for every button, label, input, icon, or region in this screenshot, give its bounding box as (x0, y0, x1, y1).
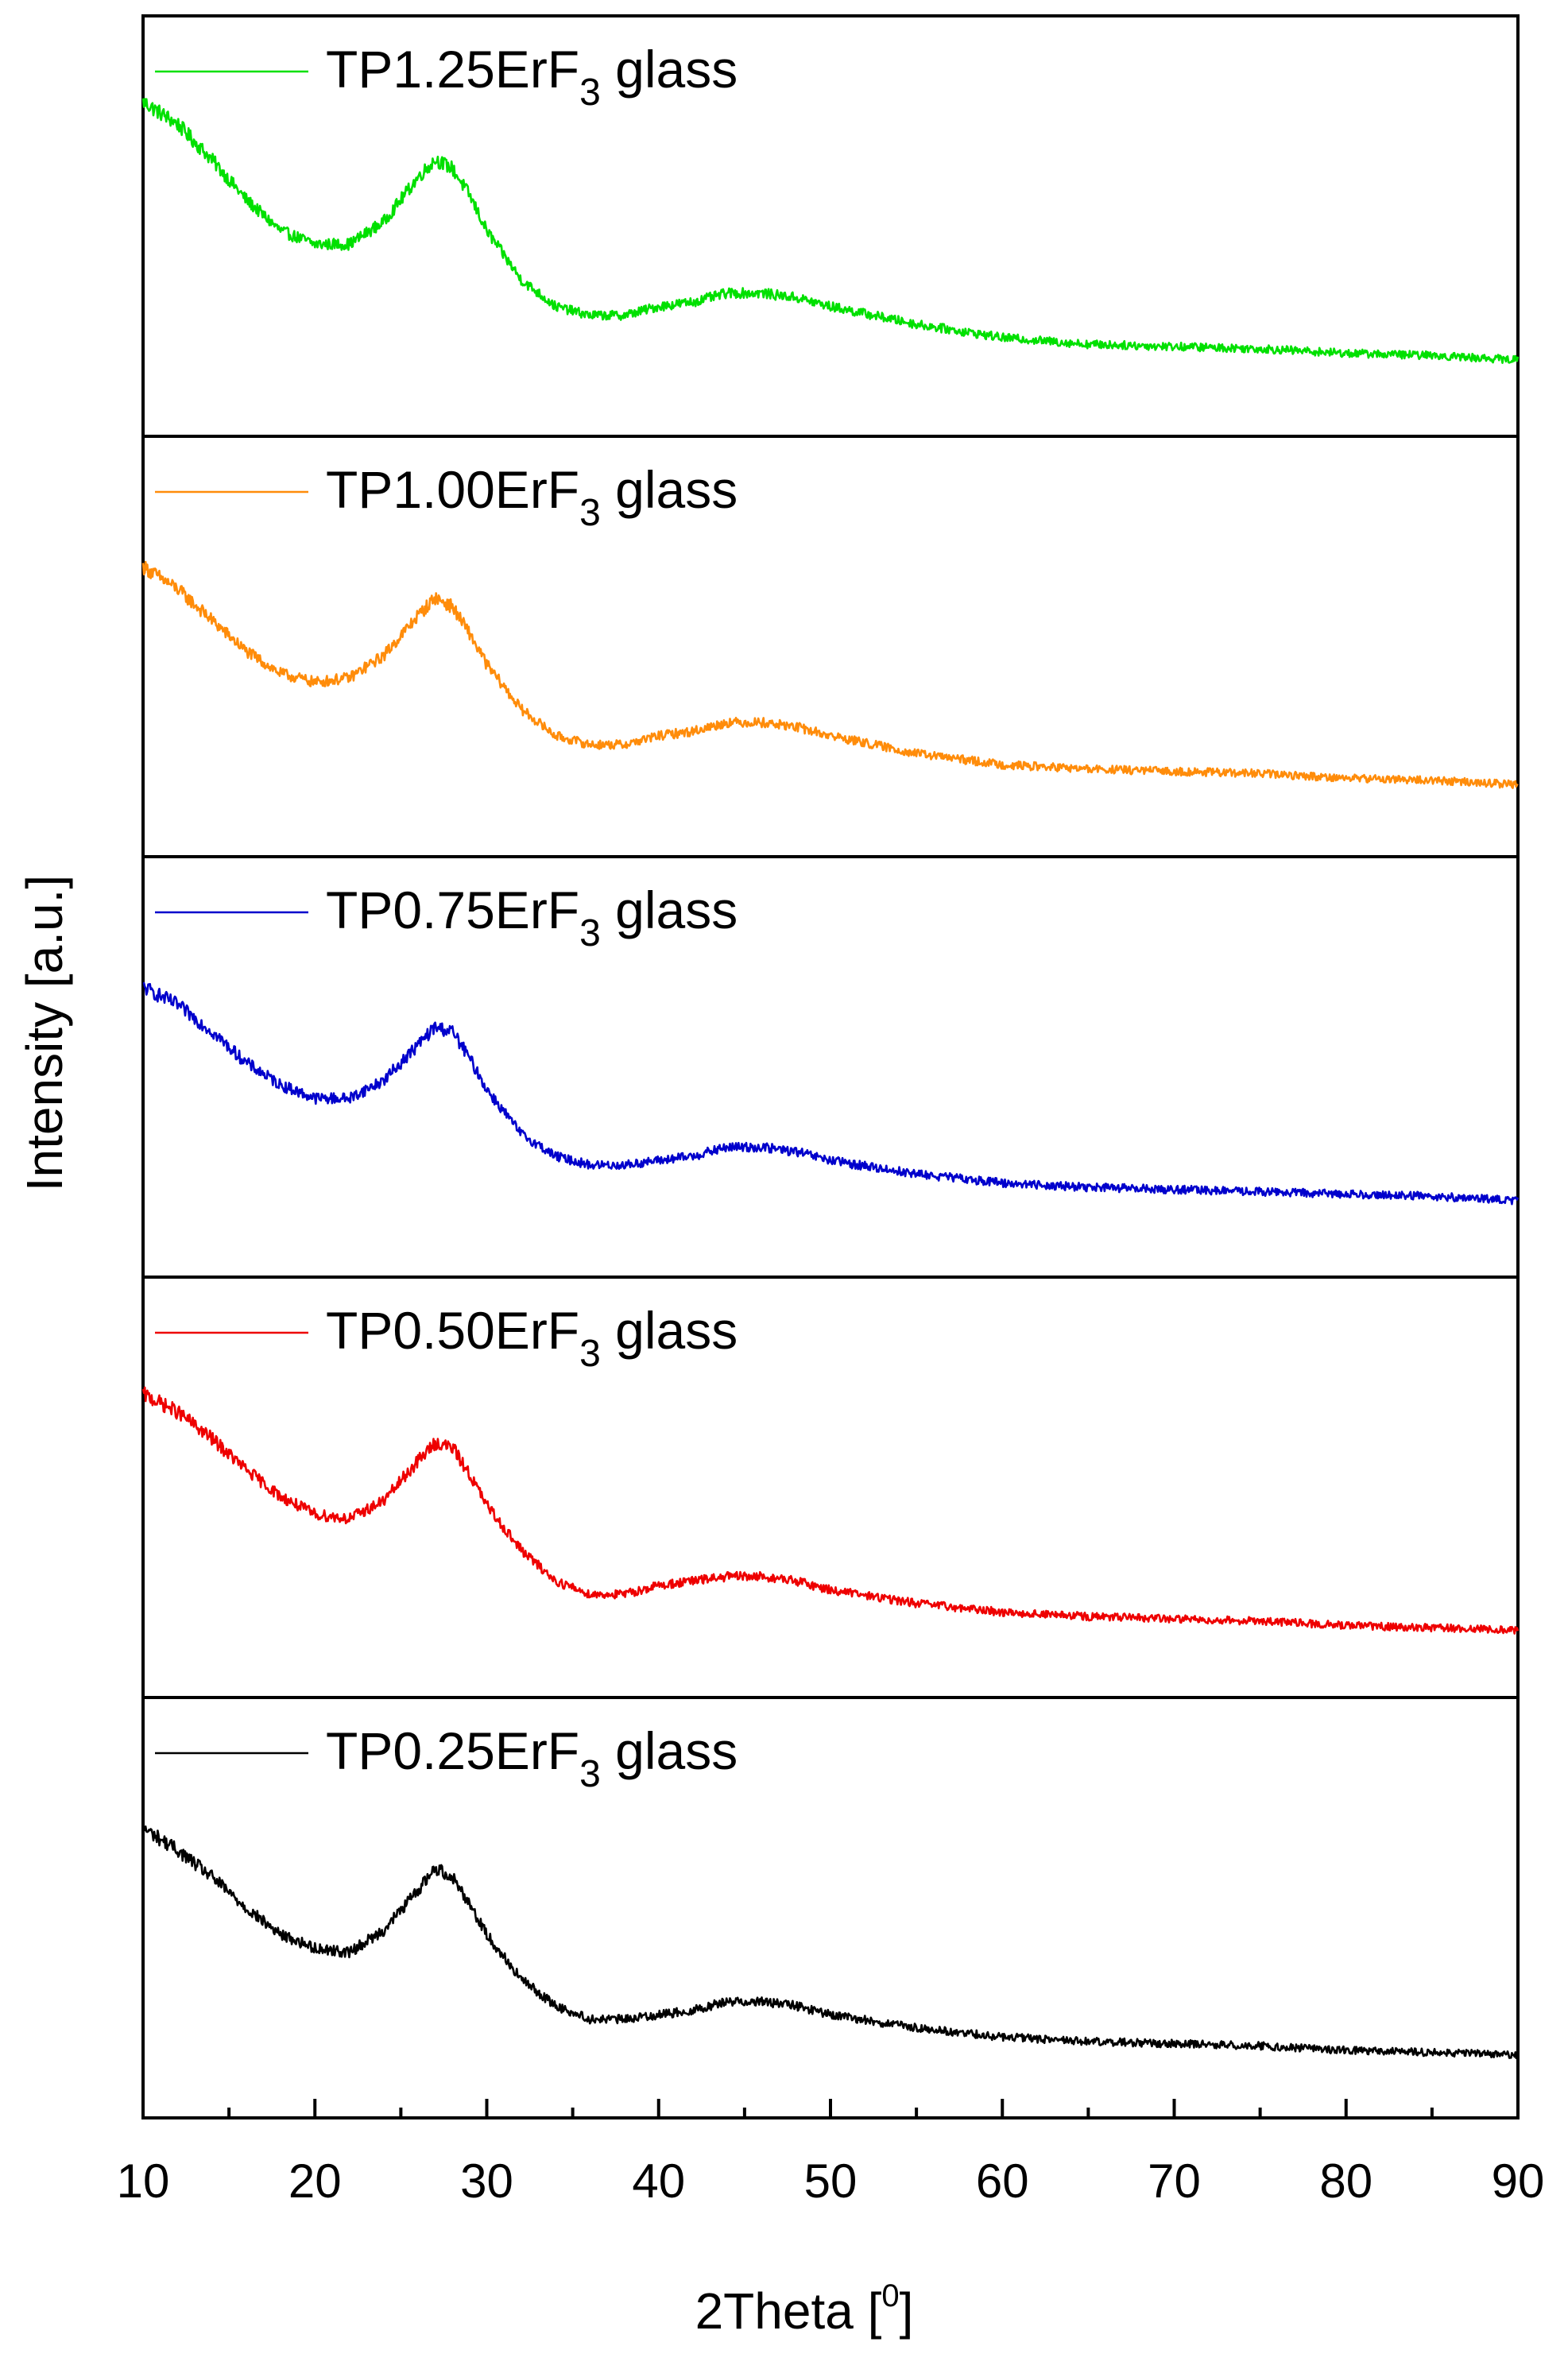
x-tick-label: 30 (460, 2154, 513, 2208)
x-tick-label: 50 (804, 2154, 858, 2208)
series-line (142, 981, 1520, 1206)
legend-label: TP0.75ErF3 glass (326, 881, 738, 954)
x-tick-label: 20 (288, 2154, 342, 2208)
x-tick-label: 90 (1492, 2154, 1545, 2208)
x-axis-label: 2Theta [0] (695, 2278, 914, 2340)
panel-3: TP0.75ErF3 glass (141, 855, 1520, 1279)
x-tick-label: 80 (1319, 2154, 1372, 2208)
legend-label-main: TP0.50ErF (326, 1301, 579, 1360)
legend-label-tail: glass (601, 1301, 738, 1360)
legend-label-sub: 3 (579, 1753, 601, 1795)
panel-4: TP0.50ErF3 glass (141, 1276, 1520, 1699)
x-axis: 10 20 30 40 50 60 70 80 90 (117, 2099, 1545, 2208)
legend-label-main: TP0.25ErF (326, 1721, 579, 1780)
legend-label-main: TP1.25ErF (326, 40, 579, 99)
legend-label-sub: 3 (579, 912, 601, 954)
legend-label-tail: glass (601, 1721, 738, 1780)
panel-1: TP1.25ErF3 glass (141, 14, 1520, 438)
legend-label-sub: 3 (579, 492, 601, 534)
x-axis-label-main: 2Theta [ (695, 2282, 882, 2340)
series-line (141, 98, 1520, 364)
legend-label-main: TP0.75ErF (326, 881, 579, 939)
panel-5: TP0.25ErF3 glass (141, 1696, 1520, 2119)
legend-label: TP0.25ErF3 glass (326, 1721, 738, 1795)
x-tick-label: 40 (632, 2154, 685, 2208)
x-tick-label: 60 (976, 2154, 1029, 2208)
legend-label: TP1.00ErF3 glass (326, 460, 738, 534)
legend-label-sub: 3 (579, 72, 601, 114)
legend-label-tail: glass (601, 881, 738, 939)
legend-label-tail: glass (601, 460, 738, 519)
x-axis-label-close: ] (900, 2282, 914, 2340)
legend-label-main: TP1.00ErF (326, 460, 579, 519)
legend-label-sub: 3 (579, 1333, 601, 1375)
x-axis-label-degree: 0 (881, 2278, 899, 2313)
series-line (141, 1822, 1519, 2060)
x-tick-label: 10 (117, 2154, 170, 2208)
panel-2: TP1.00ErF3 glass (141, 435, 1520, 858)
series-line (141, 560, 1519, 789)
y-axis-label: Intensity [a.u.] (16, 875, 73, 1191)
x-tick-label: 70 (1148, 2154, 1201, 2208)
legend-label: TP0.50ErF3 glass (326, 1301, 738, 1375)
legend-label: TP1.25ErF3 glass (326, 40, 738, 114)
legend-label-tail: glass (601, 40, 738, 99)
series-line (141, 1386, 1520, 1635)
